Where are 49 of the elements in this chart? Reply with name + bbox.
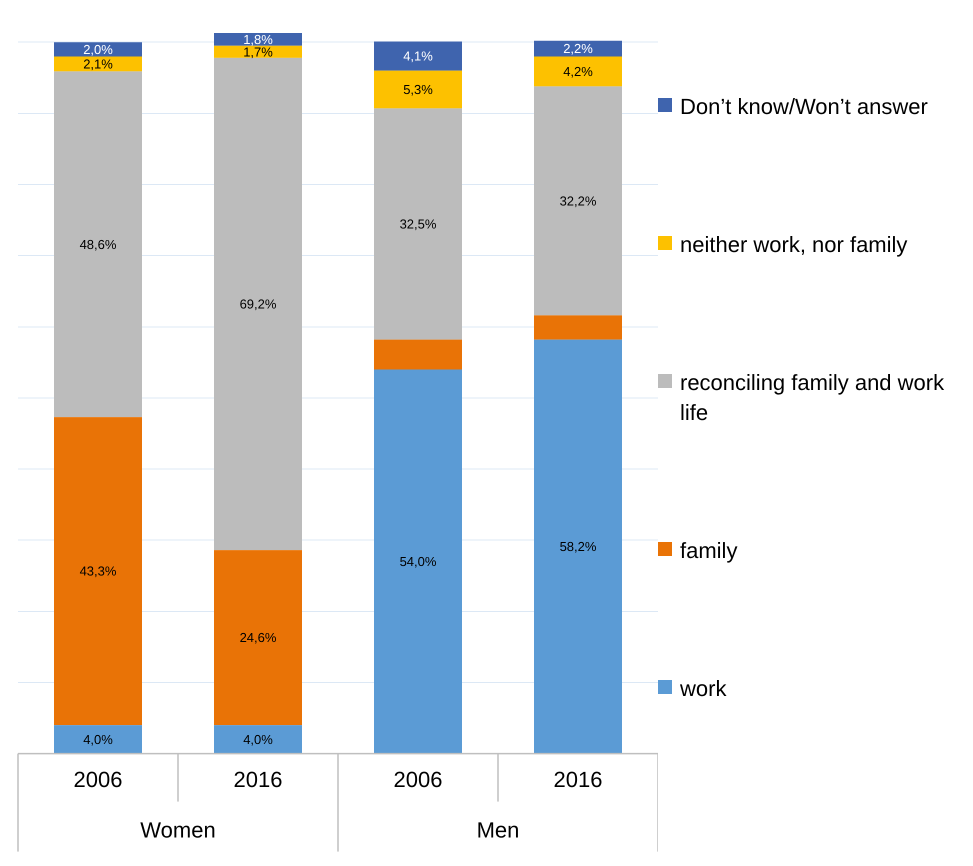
bar <box>214 58 302 550</box>
data-label: 4,0% <box>83 732 114 747</box>
bar <box>374 108 462 340</box>
x-tick-label: 2016 <box>554 766 602 792</box>
legend-label: Don’t know/Won’t answer <box>680 93 928 121</box>
x-tick-label: 2006 <box>394 766 442 792</box>
data-label: 48,6% <box>80 236 117 252</box>
x-tick-label: 2016 <box>234 766 282 792</box>
bar <box>534 86 622 316</box>
legend-label: work <box>680 675 726 703</box>
bar <box>214 46 302 58</box>
data-label: 24,6% <box>240 630 277 646</box>
bar <box>534 315 622 340</box>
bar <box>54 725 142 754</box>
text: Men <box>476 818 520 843</box>
data-label: 58,2% <box>560 539 597 554</box>
data-label: 32,2% <box>560 193 597 208</box>
data-label: 1,8% <box>243 32 274 47</box>
bar <box>374 70 462 108</box>
legend-label: family <box>680 537 738 565</box>
x-tick-label: 2006 <box>74 766 122 792</box>
data-label: 2,0% <box>83 42 114 57</box>
data-label: 4,2% <box>563 64 594 79</box>
bar <box>54 71 142 418</box>
data-label: 2,2% <box>563 41 594 56</box>
data-label: 4,0% <box>243 732 274 747</box>
bar <box>214 725 302 754</box>
data-label: 1,7% <box>243 44 274 60</box>
data-label: 69,2% <box>240 296 277 312</box>
data-label: 43,3% <box>80 564 117 579</box>
bar <box>374 369 462 754</box>
bar <box>534 340 622 754</box>
bar <box>54 56 142 72</box>
bar <box>374 340 462 370</box>
data-label: 32,5% <box>400 216 437 232</box>
bar <box>54 42 142 56</box>
bar <box>374 42 462 71</box>
bar <box>214 32 302 46</box>
text: Women <box>140 818 216 843</box>
data-label: 4,1% <box>403 48 434 64</box>
data-label: 54,0% <box>400 554 437 570</box>
legend-label: neither work, nor family <box>680 231 908 259</box>
legend-label: reconciling family and work life <box>680 369 946 427</box>
bar <box>54 417 142 726</box>
bar <box>534 56 622 86</box>
bar <box>534 40 622 56</box>
data-label: 5,3% <box>403 82 434 98</box>
bar <box>214 550 302 726</box>
data-label: 2,1% <box>83 56 114 72</box>
